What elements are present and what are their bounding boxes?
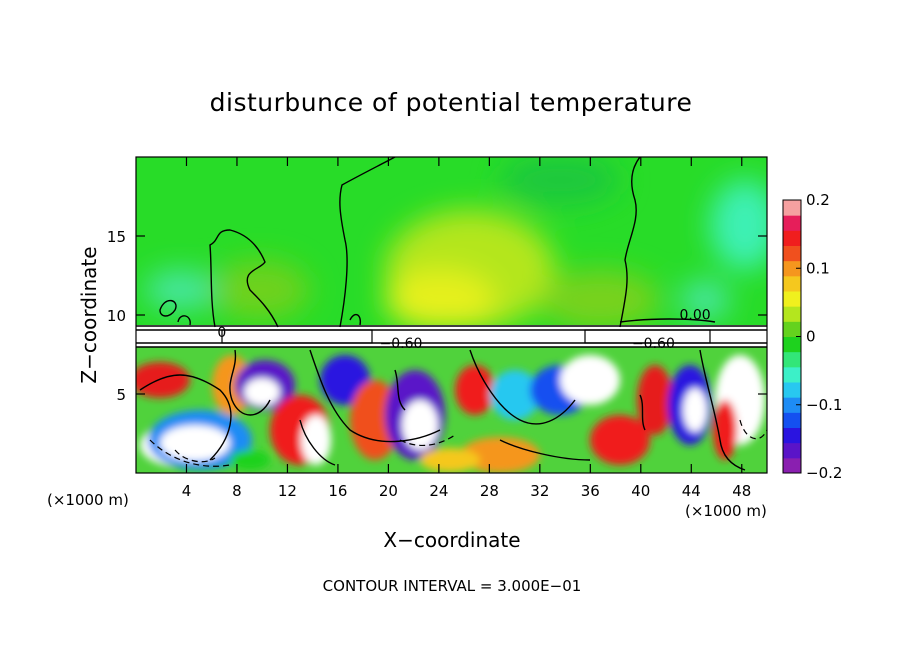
upper-field-patches (145, 157, 767, 330)
inversion-band (136, 325, 767, 348)
colorbar-swatch (783, 306, 801, 322)
dashed-contours (149, 419, 767, 467)
colorbar-swatch (783, 382, 801, 398)
x-tick-label: 24 (429, 482, 448, 500)
colorbar-swatch (783, 351, 801, 368)
y-tick-label: 5 (116, 386, 126, 404)
colorbar-tick-label: 0.2 (806, 191, 830, 209)
contour-label: −0.60 (380, 336, 423, 352)
x-tick-label: 4 (182, 482, 192, 500)
colorbar-swatch (783, 457, 801, 474)
x-tick-label: 8 (232, 482, 242, 500)
colorbar-swatch (783, 427, 801, 444)
contour-interval-note: CONTOUR INTERVAL = 3.000E−01 (323, 577, 582, 595)
colorbar-tick-label: 0.1 (806, 259, 830, 277)
y-axis-label: Z−coordinate (77, 246, 101, 383)
colorbar-swatch (783, 215, 801, 231)
colorbar-swatch (783, 260, 801, 277)
lower-turbulent-layer (136, 347, 767, 473)
x-tick-label: 36 (581, 482, 600, 500)
contour-label: 0 (217, 325, 226, 341)
x-tick-label: 44 (682, 482, 701, 500)
colorbar-swatch (783, 291, 801, 307)
x-tick-label: 16 (328, 482, 347, 500)
colorbar-swatch (783, 245, 801, 262)
colorbar-swatch (783, 230, 801, 246)
x-axis: 4 8 12 16 20 24 28 32 36 40 44 48 (182, 157, 751, 500)
colorbar-swatch (783, 442, 801, 459)
x-tick-label: 40 (631, 482, 650, 500)
x-tick-label: 32 (530, 482, 549, 500)
colorbar-tick-label: −0.2 (806, 464, 842, 482)
contour-label: 0.00 (679, 308, 710, 324)
colorbar-swatch (783, 366, 801, 383)
x-unit-label-left: (×1000 m) (47, 491, 129, 509)
contour-label: −0.60 (632, 336, 675, 352)
x-unit-label-right: (×1000 m) (685, 502, 767, 520)
colorbar-swatch (783, 397, 801, 413)
x-tick-label: 28 (480, 482, 499, 500)
y-tick-label: 15 (107, 228, 126, 246)
x-axis-label: X−coordinate (383, 528, 520, 552)
x-tick-label: 20 (379, 482, 398, 500)
colorbar-swatch (783, 275, 801, 292)
x-tick-label: 12 (278, 482, 297, 500)
colorbar-tick-label: −0.1 (806, 396, 842, 414)
y-axis: 5 10 15 (107, 228, 767, 404)
heatmap-field (136, 157, 767, 473)
colorbar-swatch (783, 321, 801, 337)
contour-value-labels: −0.60 −0.600.000 (217, 308, 710, 352)
contour-lines (139, 157, 746, 471)
chart-title: disturbunce of potential temperature (210, 88, 693, 117)
colorbar-swatch (783, 200, 801, 216)
colorbar: 0.2 0.1 0 −0.1 −0.2 (782, 191, 842, 482)
colorbar-swatch (783, 336, 801, 353)
y-tick-label: 10 (107, 307, 126, 325)
x-tick-label: 48 (732, 482, 751, 500)
colorbar-swatch (783, 412, 801, 428)
colorbar-tick-label: 0 (806, 328, 816, 346)
